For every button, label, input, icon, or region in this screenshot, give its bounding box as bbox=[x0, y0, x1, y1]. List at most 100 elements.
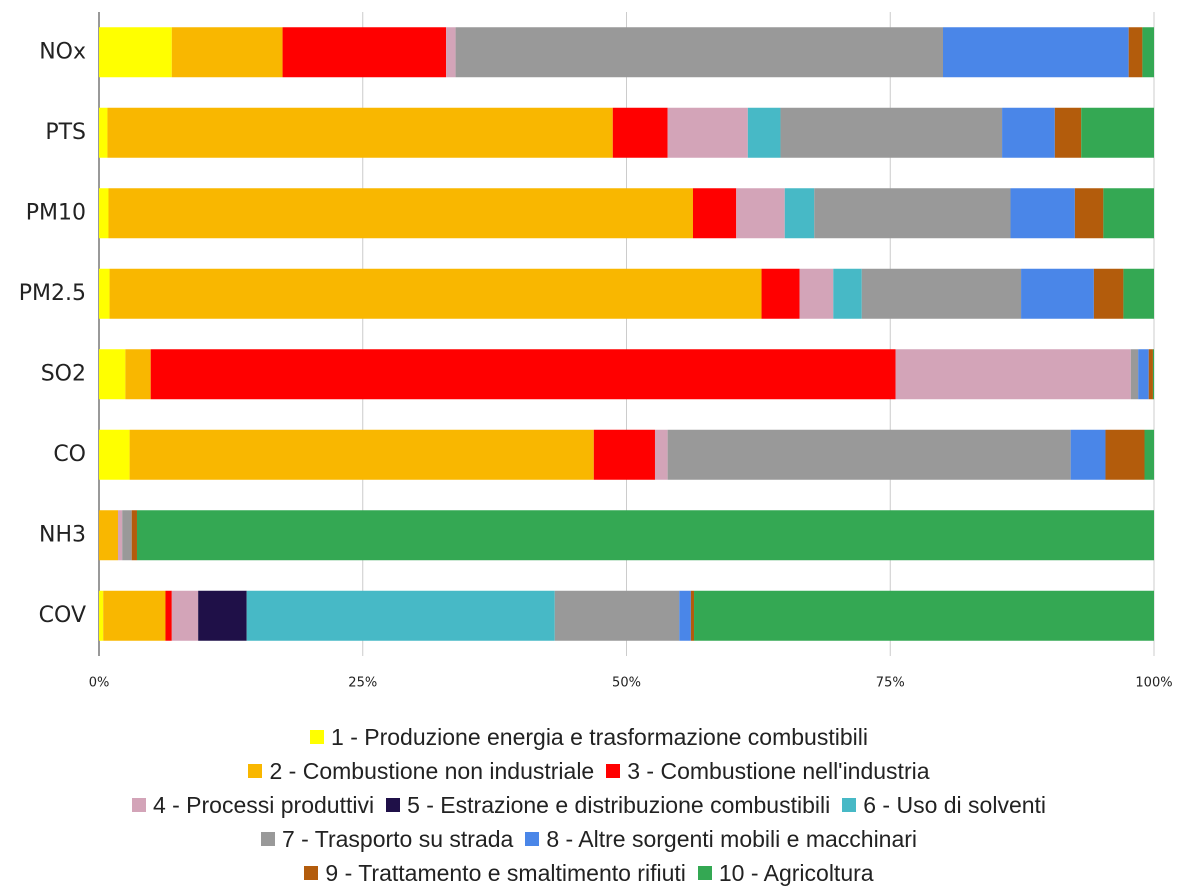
bar-segment bbox=[1093, 268, 1124, 319]
bar-segment bbox=[694, 590, 1154, 641]
legend-swatch bbox=[842, 798, 857, 812]
bar-segment bbox=[1152, 349, 1154, 400]
y-tick-label: CO bbox=[53, 442, 86, 467]
y-tick-label: SO2 bbox=[41, 361, 86, 386]
legend-swatch bbox=[310, 730, 325, 744]
legend-item: 10 - Agricoltura bbox=[697, 859, 874, 887]
bar-segment bbox=[1103, 188, 1154, 239]
bar-segment bbox=[861, 268, 1022, 319]
bar-segment bbox=[1105, 429, 1145, 480]
bar-segment bbox=[1128, 27, 1143, 78]
bar-segment bbox=[171, 590, 199, 641]
bar-segment bbox=[171, 27, 283, 78]
legend-swatch bbox=[131, 798, 146, 812]
legend-swatch bbox=[248, 764, 263, 778]
bar-segment bbox=[129, 429, 594, 480]
bar-segment bbox=[246, 590, 555, 641]
bar-segment bbox=[736, 188, 785, 239]
bar-segment bbox=[667, 429, 1071, 480]
bar-segment bbox=[1123, 268, 1154, 319]
bar-segment bbox=[103, 590, 166, 641]
bar-segment bbox=[784, 188, 815, 239]
bar-segment bbox=[1074, 188, 1104, 239]
legend-label: 10 - Agricoltura bbox=[718, 859, 874, 886]
bar-segment bbox=[593, 429, 655, 480]
bar-segment bbox=[99, 510, 118, 561]
legend-swatch bbox=[386, 798, 401, 812]
bar-segment bbox=[1010, 188, 1075, 239]
bar-segment bbox=[108, 188, 693, 239]
y-tick-label: PTS bbox=[45, 120, 86, 145]
bar-segment bbox=[780, 107, 1003, 158]
bar-segment bbox=[446, 27, 456, 78]
legend-label: 2 - Combustione non industriale bbox=[269, 757, 595, 784]
bar-segment bbox=[99, 349, 126, 400]
bar-segment bbox=[99, 27, 172, 78]
legend-item: 3 - Combustione nell'industria bbox=[606, 757, 930, 785]
bar-segment bbox=[667, 107, 748, 158]
bar-segment bbox=[1130, 349, 1139, 400]
legend-swatch bbox=[304, 866, 319, 880]
bar-segment bbox=[1054, 107, 1082, 158]
bar-segment bbox=[107, 107, 613, 158]
legend-item: 4 - Processi produttivi bbox=[131, 792, 374, 819]
bar-segment bbox=[150, 349, 896, 400]
legend-swatch bbox=[525, 832, 540, 846]
bar-segment bbox=[99, 590, 104, 641]
legend-label: 3 - Combustione nell'industria bbox=[627, 757, 930, 784]
legend-row: 7 - Trasporto su strada 8 - Altre sorgent… bbox=[0, 822, 1178, 856]
legend-label: 9 - Trattamento e smaltimento rifiuti bbox=[325, 859, 686, 886]
chart: 0% 25% 50% 75% 100% NOx PTS PM10 PM2.5 SO2 CO NH3 CO… bbox=[19, 12, 1173, 691]
legend-label: 1 - Produzione energia e trasformazione … bbox=[331, 723, 868, 750]
legend-swatch bbox=[260, 832, 275, 846]
bar-segment bbox=[654, 429, 668, 480]
bar-segment bbox=[692, 188, 737, 239]
bar-segment bbox=[136, 510, 1155, 561]
bar-segment bbox=[198, 590, 247, 641]
y-tick-label: NH3 bbox=[39, 522, 86, 547]
bar-segment bbox=[1138, 349, 1149, 400]
bar-segment bbox=[455, 27, 943, 78]
bar-segment bbox=[814, 188, 1011, 239]
legend-item: 8 - Altre sorgenti mobili e macchinari bbox=[525, 826, 917, 853]
x-tick-label: 0% bbox=[89, 676, 110, 691]
bar-segment bbox=[761, 268, 800, 319]
x-tick-label: 50% bbox=[612, 676, 641, 691]
legend-label: 5 - Estrazione e distribuzione combustib… bbox=[407, 791, 831, 818]
x-tick-label: 25% bbox=[348, 676, 377, 691]
bar-segment bbox=[679, 590, 691, 641]
bar-segment bbox=[833, 268, 862, 319]
y-tick-label: PM10 bbox=[26, 200, 86, 225]
legend-swatch bbox=[606, 764, 621, 778]
bar-segment bbox=[99, 268, 110, 319]
bar-segment bbox=[99, 188, 109, 239]
legend-item: 1 - Produzione energia e trasformazione … bbox=[310, 724, 868, 751]
bar-segment bbox=[99, 107, 108, 158]
bar-segment bbox=[1002, 107, 1055, 158]
legend-item: 5 - Estrazione e distribuzione combustib… bbox=[386, 792, 830, 819]
bar-segment bbox=[1021, 268, 1094, 319]
legend-label: 6 - Uso di solventi bbox=[863, 791, 1047, 818]
bar-segment bbox=[165, 590, 172, 641]
legend-row: 2 - Combustione non industriale 3 - Combu… bbox=[0, 754, 1178, 788]
legend-item: 7 - Trasporto su strada bbox=[260, 825, 514, 853]
bar-segment bbox=[282, 27, 447, 78]
legend-row: 1 - Produzione energia e trasformazione … bbox=[0, 720, 1178, 754]
x-tick-label: 100% bbox=[1135, 676, 1172, 691]
bar-segment bbox=[1144, 429, 1154, 480]
legend-label: 7 - Trasporto su strada bbox=[281, 825, 514, 852]
legend-row: 4 - Processi produttivi 5 - Estrazione e … bbox=[0, 788, 1178, 822]
x-tick-label: 75% bbox=[876, 676, 905, 691]
bar-segment bbox=[99, 429, 130, 480]
bar-segment bbox=[690, 590, 695, 641]
y-tick-label: PM2.5 bbox=[19, 281, 86, 306]
bar-segment bbox=[122, 510, 132, 561]
bar-segment bbox=[799, 268, 834, 319]
legend-item: 6 - Uso di solventi bbox=[842, 792, 1046, 819]
bar-segment bbox=[1148, 349, 1153, 400]
bar-segment bbox=[131, 510, 137, 561]
bar-segment bbox=[895, 349, 1131, 400]
bar-segment bbox=[554, 590, 680, 641]
legend-item: 2 - Combustione non industriale bbox=[248, 758, 594, 785]
